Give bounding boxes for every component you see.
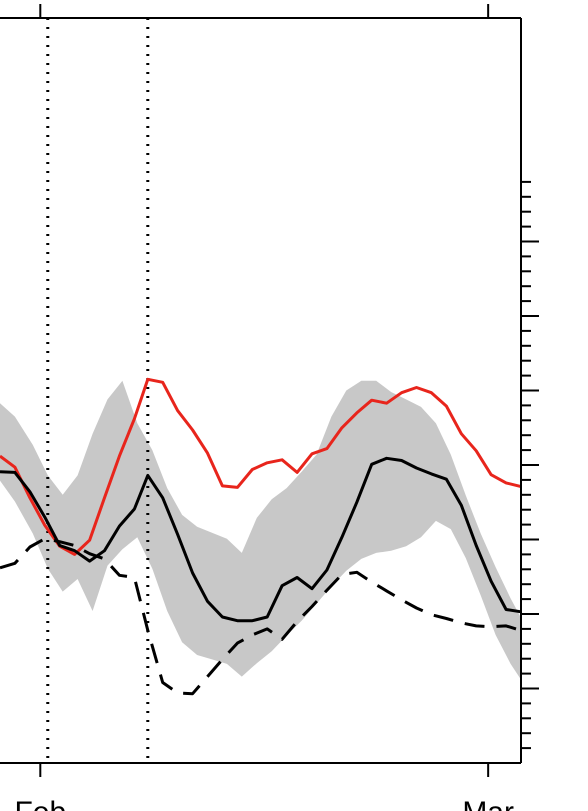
reference-lines-group — [46, 18, 150, 763]
black-solid-line-series — [0, 456, 522, 623]
red-line-series — [0, 377, 522, 556]
x-tick-label-feb: Feb — [14, 796, 66, 811]
uncertainty-band-group — [0, 380, 521, 680]
tick-labels-group: Feb Mar — [14, 796, 514, 811]
black-dashed-line-series — [0, 537, 522, 696]
series-group — [0, 377, 522, 696]
axes-group — [0, 4, 539, 777]
x-tick-label-mar: Mar — [462, 796, 514, 811]
uncertainty-band — [0, 380, 521, 680]
